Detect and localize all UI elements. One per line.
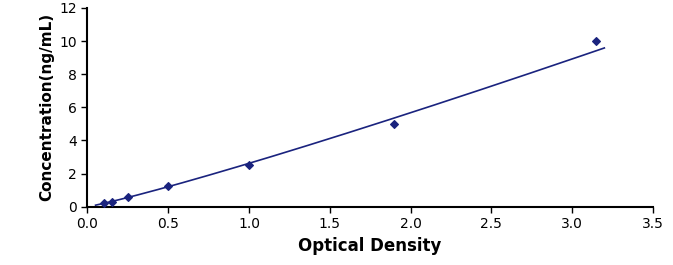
X-axis label: Optical Density: Optical Density <box>298 237 442 255</box>
Y-axis label: Concentration(ng/mL): Concentration(ng/mL) <box>39 13 54 201</box>
